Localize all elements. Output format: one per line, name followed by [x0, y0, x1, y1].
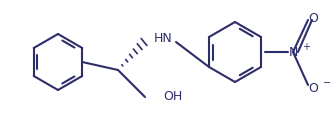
Text: O: O — [308, 82, 318, 95]
Text: +: + — [302, 42, 310, 52]
Text: HN: HN — [154, 31, 173, 45]
Text: OH: OH — [163, 91, 182, 103]
Text: O: O — [308, 11, 318, 24]
Text: −: − — [323, 78, 331, 88]
Text: N: N — [288, 45, 298, 58]
